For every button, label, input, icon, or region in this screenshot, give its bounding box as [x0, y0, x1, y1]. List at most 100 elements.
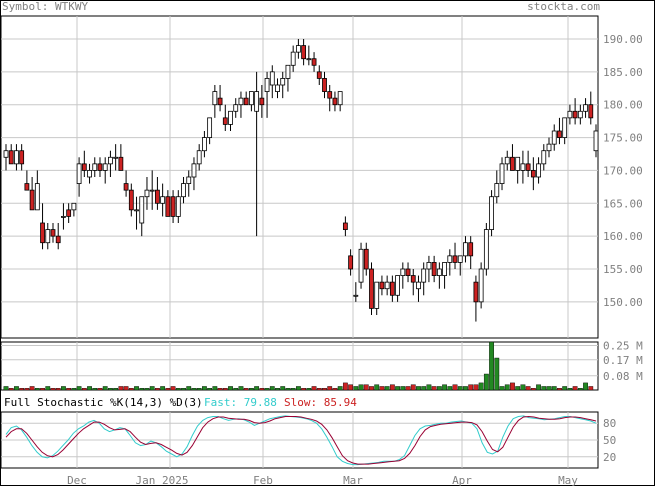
candle-body	[572, 110, 578, 119]
candle-body	[97, 163, 103, 171]
candle	[374, 281, 380, 315]
candle-body	[588, 104, 594, 119]
stoch-tick-label: 80	[603, 417, 616, 430]
candle-body	[525, 163, 531, 171]
volume-bar	[442, 384, 447, 391]
candle-body	[530, 170, 536, 178]
candle-body	[165, 196, 171, 217]
volume-bar	[34, 388, 40, 391]
candle-body	[452, 255, 458, 263]
candle	[358, 242, 364, 289]
candle-body	[447, 255, 453, 263]
candle	[510, 144, 515, 171]
volume-bar	[233, 388, 239, 391]
volume-bar	[536, 384, 541, 391]
candle-body	[113, 156, 119, 159]
volume-bar	[118, 386, 124, 391]
x-tick-label: Jan 2025	[136, 474, 189, 486]
candle	[520, 150, 526, 184]
candle	[337, 91, 343, 112]
candle	[478, 262, 484, 309]
volume-bar	[243, 388, 249, 391]
candle-body	[473, 281, 479, 303]
candle-body	[348, 255, 354, 270]
volume-bar	[311, 386, 317, 391]
candle-body	[264, 78, 270, 92]
volume-bar	[14, 386, 19, 391]
candle	[379, 275, 385, 296]
candle-body	[87, 170, 92, 178]
volume-bar	[342, 382, 348, 391]
candle	[113, 144, 119, 171]
candle-body	[61, 216, 66, 218]
volume-bar	[108, 388, 113, 391]
volume-bar	[87, 386, 92, 391]
candle	[504, 150, 510, 171]
volume-bar	[149, 386, 155, 391]
candle-body	[134, 209, 139, 212]
candle	[530, 157, 536, 191]
candle-body	[363, 248, 369, 270]
volume-bar	[389, 384, 395, 391]
candle-body	[426, 262, 432, 270]
volume-bar	[562, 386, 568, 391]
candle-body	[316, 71, 322, 79]
candle	[301, 39, 307, 66]
candle-body	[66, 209, 72, 217]
candle-body	[29, 189, 35, 211]
candle	[34, 170, 40, 211]
volume-bar	[285, 388, 291, 391]
candle-body	[379, 281, 385, 290]
volume-bar	[269, 386, 275, 391]
volume-bar	[3, 386, 9, 391]
candle-body	[557, 130, 562, 138]
volume-bar	[97, 388, 103, 391]
candle-body	[374, 281, 380, 309]
volume-bar	[436, 386, 442, 391]
candle	[134, 196, 139, 230]
volume-bar	[577, 388, 583, 391]
candle	[14, 144, 19, 171]
slow-value-label: Slow: 85.94	[284, 396, 357, 409]
candle	[254, 71, 260, 237]
volume-bar	[504, 384, 510, 391]
candle	[562, 117, 568, 145]
candle	[207, 117, 213, 145]
volume-bar	[572, 386, 578, 391]
volume-bar	[248, 388, 254, 391]
candle	[128, 183, 134, 217]
candle	[499, 157, 505, 191]
stoch-tick-label: 20	[603, 451, 616, 464]
candle-body	[81, 163, 87, 171]
candle-body	[196, 150, 202, 165]
candle-body	[400, 268, 406, 276]
candle	[515, 156, 521, 184]
stochastic-panel	[5, 415, 597, 466]
volume-bar	[374, 384, 380, 391]
candle-body	[567, 110, 573, 119]
candle-body	[494, 183, 500, 198]
volume-bar	[264, 388, 270, 391]
candle	[567, 104, 573, 125]
candle	[348, 249, 354, 276]
candle-body	[577, 110, 583, 119]
candle-body	[24, 183, 30, 191]
volume-bar	[102, 386, 108, 391]
brand-label: stockta.com	[527, 0, 600, 13]
volume-bar	[160, 386, 166, 391]
volume-bar	[348, 384, 354, 391]
volume-bar	[322, 388, 327, 391]
candle	[280, 71, 286, 99]
volume-bar	[113, 388, 119, 391]
candle	[327, 85, 333, 112]
volume-bar	[337, 386, 343, 391]
candle-body	[202, 137, 207, 152]
volume-bar	[191, 388, 197, 391]
candle	[175, 190, 181, 223]
candle	[170, 190, 176, 223]
axis-layer: Dec Jan 2025 Feb Mar Apr May 150.00 155.00 160.0…	[67, 33, 643, 486]
symbol-label: Symbol: WTKWY	[2, 0, 89, 13]
candle-body	[369, 268, 374, 309]
candle	[55, 223, 61, 250]
volume-bar	[515, 386, 521, 391]
